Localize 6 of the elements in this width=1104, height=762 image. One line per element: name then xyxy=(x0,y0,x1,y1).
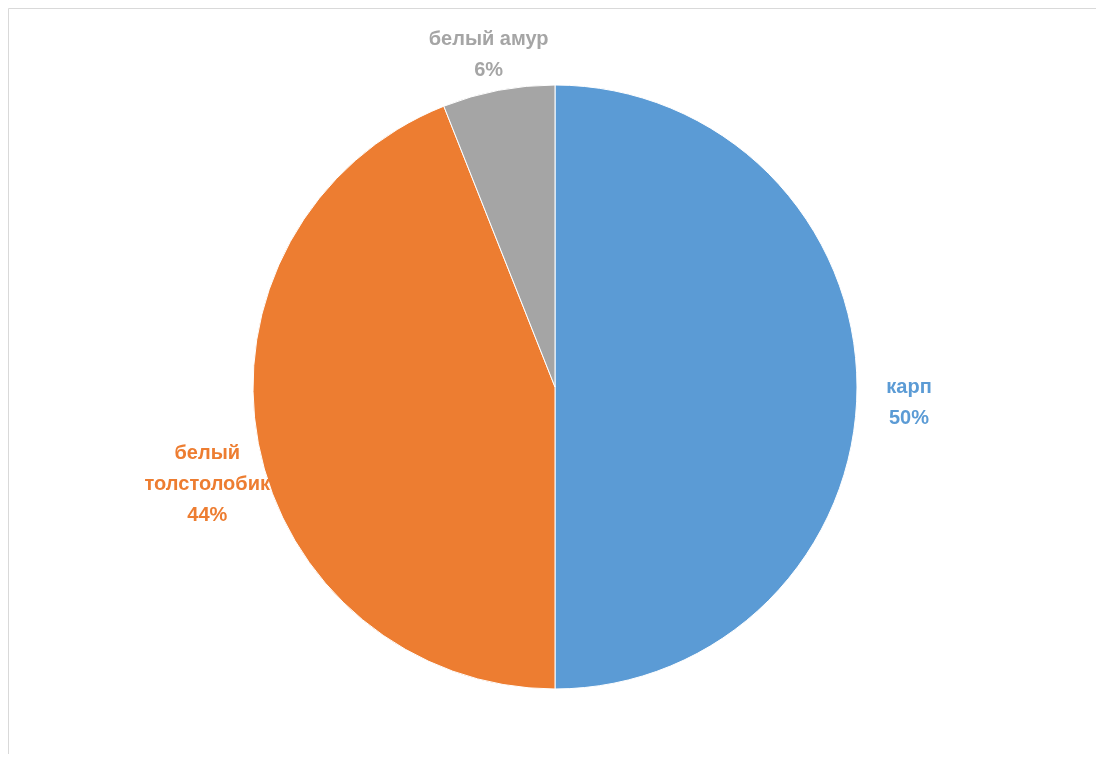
slice-label: белый толстолобик xyxy=(144,441,271,495)
data-label: 6% xyxy=(474,58,504,81)
slice-label: белый амур xyxy=(428,27,549,50)
data-label: 44% xyxy=(187,503,228,526)
slice-label: карп xyxy=(886,375,932,397)
data-label: 50% xyxy=(888,406,930,428)
